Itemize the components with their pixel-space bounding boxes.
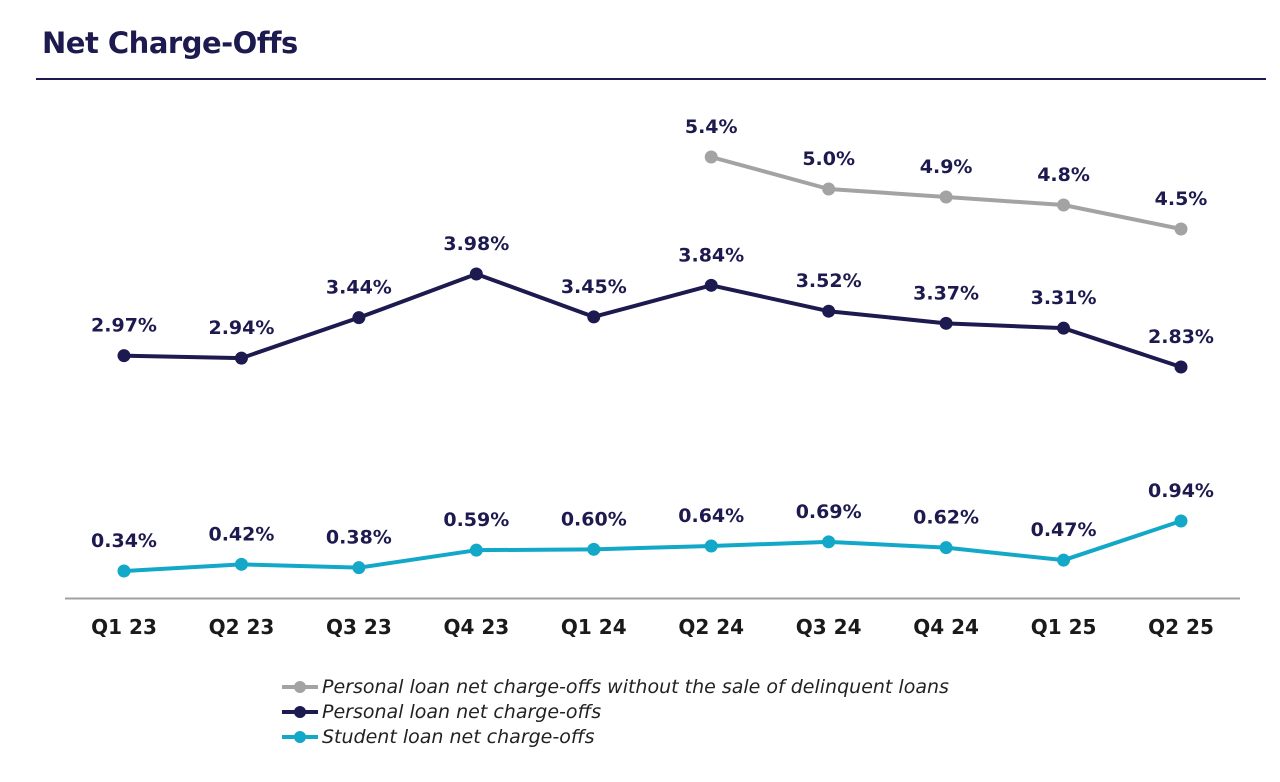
- data-point[interactable]: [117, 564, 131, 578]
- data-label: 0.38%: [326, 527, 392, 549]
- data-label: 0.59%: [443, 509, 509, 531]
- data-label: 3.31%: [1031, 287, 1097, 309]
- data-label: 3.44%: [326, 277, 392, 299]
- data-label: 4.8%: [1037, 164, 1090, 186]
- series-0: 5.4% 5.0% 4.9% 4.8% 4.5%: [685, 116, 1207, 236]
- data-label: 2.97%: [91, 315, 157, 337]
- page-title: Net Charge-Offs: [42, 26, 298, 60]
- data-point[interactable]: [822, 304, 836, 318]
- data-point[interactable]: [469, 543, 483, 557]
- legend-swatch-gray: [282, 674, 318, 699]
- data-label: 3.84%: [678, 244, 744, 266]
- x-tick-label: Q1 23: [91, 615, 157, 639]
- x-tick-label: Q4 24: [913, 615, 979, 639]
- data-point[interactable]: [234, 351, 248, 365]
- line-chart: Q1 23 Q2 23 Q3 23 Q4 23 Q1 24 Q2 24 Q3 24 Q4 24…: [65, 116, 1240, 639]
- chart-legend: Personal loan net charge-offs without th…: [282, 674, 949, 749]
- data-point[interactable]: [1057, 553, 1071, 567]
- data-point[interactable]: [939, 541, 953, 555]
- data-point[interactable]: [587, 310, 601, 324]
- x-tick-label: Q2 25: [1148, 615, 1214, 639]
- data-point[interactable]: [1174, 360, 1188, 374]
- x-tick-label: Q1 25: [1031, 615, 1097, 639]
- x-tick-label: Q3 24: [796, 615, 862, 639]
- data-label: 2.83%: [1148, 326, 1214, 348]
- data-label: 3.37%: [913, 282, 979, 304]
- data-point[interactable]: [117, 349, 131, 363]
- data-label: 3.45%: [561, 276, 627, 298]
- series-line: [123, 519, 1182, 573]
- data-point[interactable]: [1057, 321, 1071, 335]
- legend-item-personal-without-sale[interactable]: Personal loan net charge-offs without th…: [282, 674, 949, 699]
- data-point[interactable]: [939, 316, 953, 330]
- legend-label: Personal loan net charge-offs: [322, 700, 602, 723]
- data-point[interactable]: [822, 182, 836, 196]
- data-point[interactable]: [469, 267, 483, 281]
- data-point[interactable]: [234, 557, 248, 571]
- data-point[interactable]: [704, 278, 718, 292]
- data-label: 0.42%: [208, 523, 274, 545]
- data-point[interactable]: [822, 535, 836, 549]
- data-label: 2.94%: [208, 317, 274, 339]
- series-2: 0.34% 0.42% 0.38% 0.59% 0.60% 0.64% 0.69% 0.62%…: [91, 480, 1214, 578]
- data-label: 3.52%: [796, 270, 862, 292]
- data-label: 0.69%: [796, 501, 862, 523]
- title-divider: [36, 78, 1266, 80]
- data-label: 0.94%: [1148, 480, 1214, 502]
- data-point[interactable]: [704, 150, 718, 164]
- x-tick-label: Q2 23: [209, 615, 275, 639]
- data-label: 0.60%: [561, 508, 627, 530]
- data-point[interactable]: [1174, 222, 1188, 236]
- x-tick-label: Q3 23: [326, 615, 392, 639]
- data-point[interactable]: [1174, 514, 1188, 528]
- legend-item-student[interactable]: Student loan net charge-offs: [282, 724, 949, 749]
- data-label: 0.47%: [1031, 519, 1097, 541]
- data-point[interactable]: [1057, 198, 1071, 212]
- data-label: 0.62%: [913, 507, 979, 529]
- x-tick-label: Q1 24: [561, 615, 627, 639]
- data-label: 0.34%: [91, 530, 157, 552]
- legend-item-personal[interactable]: Personal loan net charge-offs: [282, 699, 949, 724]
- data-point[interactable]: [587, 542, 601, 556]
- data-label: 5.4%: [685, 116, 738, 138]
- data-label: 3.98%: [443, 233, 509, 255]
- data-point[interactable]: [939, 190, 953, 204]
- data-point[interactable]: [352, 311, 366, 325]
- legend-label: Personal loan net charge-offs without th…: [322, 675, 949, 698]
- legend-swatch-navy: [282, 699, 318, 724]
- series-line: [123, 272, 1182, 369]
- data-label: 4.9%: [920, 156, 973, 178]
- legend-swatch-teal: [282, 724, 318, 749]
- x-tick-label: Q4 23: [443, 615, 509, 639]
- data-point[interactable]: [704, 539, 718, 553]
- legend-label: Student loan net charge-offs: [322, 725, 595, 748]
- data-label: 4.5%: [1155, 188, 1208, 210]
- data-label: 5.0%: [802, 148, 855, 170]
- data-label: 0.64%: [678, 505, 744, 527]
- data-point[interactable]: [352, 561, 366, 575]
- x-tick-label: Q2 24: [678, 615, 744, 639]
- series-1: 2.97% 2.94% 3.44% 3.98% 3.45% 3.84% 3.52% 3.37%…: [91, 233, 1214, 374]
